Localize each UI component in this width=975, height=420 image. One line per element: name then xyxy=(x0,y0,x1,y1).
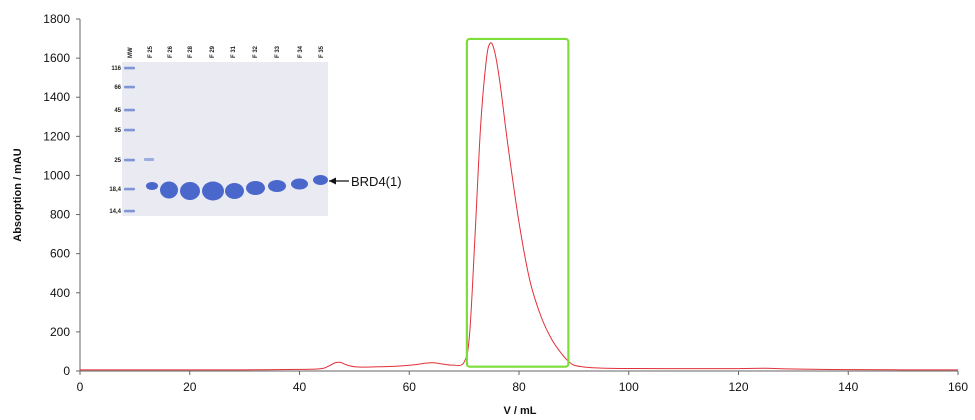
x-tick-label: 40 xyxy=(293,380,307,394)
mw-marker-label: 116 xyxy=(111,66,121,72)
gel-lane-label: F 35 xyxy=(319,45,325,58)
mw-marker-label: 18,4 xyxy=(109,187,121,193)
band-annotation: BRD4(1) xyxy=(329,174,402,189)
axis-ticks: 0 200 400 600 800 1000 1200 1400 1600 1800 0 20 40 60… xyxy=(43,12,968,394)
y-axis-title: Absorption / mAU xyxy=(12,148,24,242)
gel-lane-labels: MW F 25 F 26 F 28 F 29 F 31 F 32 F 33 F 34 F 35 xyxy=(128,45,325,58)
protein-band xyxy=(313,175,328,185)
mw-marker-label: 45 xyxy=(114,108,121,114)
annotation-arrow-head xyxy=(329,177,336,185)
gel-background xyxy=(122,62,328,216)
y-tick-label: 800 xyxy=(50,208,70,222)
protein-band xyxy=(246,181,265,195)
x-tick-label: 140 xyxy=(838,380,858,394)
x-tick-label: 0 xyxy=(77,380,84,394)
gel-lane-label: F 28 xyxy=(188,45,194,58)
ladder-band xyxy=(124,128,135,132)
protein-band xyxy=(202,181,224,201)
x-tick-label: 20 xyxy=(183,380,197,394)
annotation-label: BRD4(1) xyxy=(351,174,402,189)
protein-band xyxy=(225,183,244,199)
peak-highlight-box xyxy=(465,37,570,368)
protein-band xyxy=(291,178,308,190)
gel-lane-label: F 32 xyxy=(253,45,259,58)
ladder-band xyxy=(124,158,135,162)
mw-marker-label: 25 xyxy=(114,158,121,164)
y-axis-title-group: Absorption / mAU xyxy=(12,148,24,242)
x-tick-label: 80 xyxy=(512,380,526,394)
gel-bands xyxy=(124,66,328,213)
ladder-band xyxy=(124,66,135,70)
ladder-band xyxy=(124,85,135,89)
gel-mw-labels: 116 66 45 35 25 18,4 14,4 xyxy=(109,66,121,215)
ladder-band xyxy=(124,209,135,213)
protein-band xyxy=(268,180,286,192)
mw-marker-label: 66 xyxy=(114,85,121,91)
y-tick-label: 1800 xyxy=(43,12,70,26)
protein-band xyxy=(146,182,158,190)
y-tick-label: 600 xyxy=(50,247,70,261)
y-tick-label: 1200 xyxy=(43,129,70,143)
x-axis-title: V / mL xyxy=(503,405,536,417)
ladder-band xyxy=(124,108,135,112)
gel-lane-label: F 29 xyxy=(210,45,216,58)
y-tick-label: 1000 xyxy=(43,168,70,182)
gel-lane-label: F 25 xyxy=(148,45,154,58)
mw-marker-label: 14,4 xyxy=(109,209,121,215)
mw-marker-label: 35 xyxy=(114,128,121,134)
ladder-band xyxy=(124,187,135,191)
gel-lane-label: F 33 xyxy=(275,45,281,58)
y-tick-label: 1400 xyxy=(43,90,70,104)
gel-lane-label: F 34 xyxy=(298,45,304,58)
y-tick-label: 0 xyxy=(63,364,70,378)
x-tick-label: 160 xyxy=(948,380,968,394)
protein-band xyxy=(180,182,200,200)
y-tick-label: 1600 xyxy=(43,51,70,65)
x-tick-label: 100 xyxy=(619,380,639,394)
faint-band xyxy=(144,158,154,161)
y-tick-label: 200 xyxy=(50,325,70,339)
y-tick-label: 400 xyxy=(50,286,70,300)
absorbance-series-line xyxy=(80,42,959,371)
gel-lane-label: MW xyxy=(128,47,134,58)
gel-inset: MW F 25 F 26 F 28 F 29 F 31 F 32 F 33 F 34 F 35 1… xyxy=(109,45,402,216)
x-tick-label: 120 xyxy=(728,380,748,394)
gel-lane-label: F 31 xyxy=(231,45,237,58)
x-tick-label: 60 xyxy=(403,380,417,394)
gel-lane-label: F 26 xyxy=(168,45,174,58)
protein-band xyxy=(160,181,178,199)
